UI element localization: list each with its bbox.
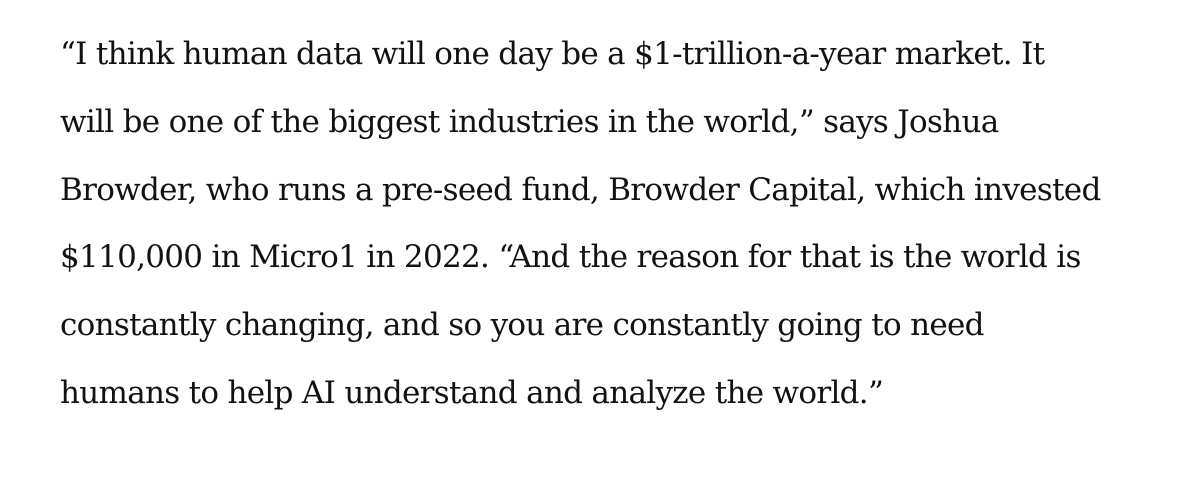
paragraph-line: Browder, who runs a pre-seed fund, Browd…	[60, 172, 1101, 208]
paragraph-line: “I think human data will one day be a $1…	[60, 36, 1045, 72]
paragraph-line: humans to help AI understand and analyze…	[60, 375, 884, 411]
paragraph-line: will be one of the biggest industries in…	[60, 104, 999, 140]
paragraph-line: $110,000 in Micro1 in 2022. “And the rea…	[60, 239, 1081, 275]
paragraph-line: constantly changing, and so you are cons…	[60, 307, 984, 343]
